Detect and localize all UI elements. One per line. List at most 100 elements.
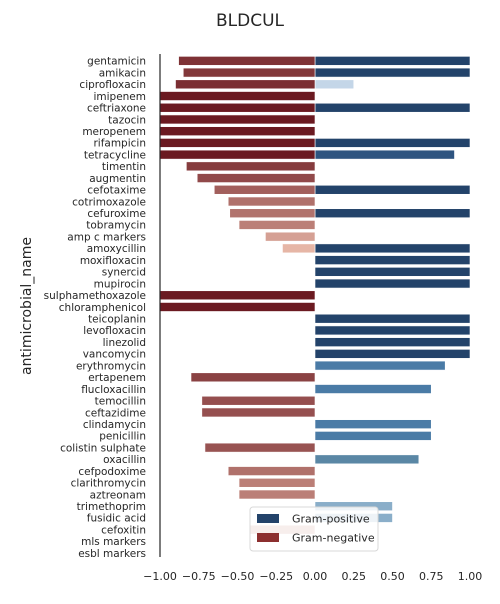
bar-gram-negative-tazocin [159, 114, 316, 125]
y-tick-label-timentin: timentin [102, 161, 146, 173]
y-tick-label-amoxycillin: amoxycillin [87, 243, 146, 255]
y-tick-label-tazocin: tazocin [108, 114, 146, 126]
bar-gram-negative-tetracycline [159, 149, 316, 160]
y-tick-label-temocillin: temocillin [95, 396, 146, 408]
y-tick-label-moxifloxacin: moxifloxacin [80, 255, 146, 267]
bars [159, 56, 471, 535]
y-tick-label-mls-markers: mls markers [81, 536, 146, 548]
bar-gram-negative-imipenem [159, 91, 316, 101]
y-tick-label-tetracycline: tetracycline [84, 149, 146, 161]
bar-gram-positive-ceftriaxone [314, 102, 471, 113]
bar-gram-negative-rifampicin [159, 138, 316, 148]
bar-gram-negative-aztreonam [238, 489, 316, 500]
bar-gram-positive-moxifloxacin [314, 255, 471, 265]
bar-gram-positive-flucloxacillin [314, 384, 432, 394]
y-tick-label-trimethoprim: trimethoprim [77, 501, 146, 513]
y-tick-label-cefotaxime: cefotaxime [87, 185, 146, 197]
y-tick-label-penicillin: penicillin [99, 431, 146, 443]
legend-swatch-gram-positive [257, 514, 279, 523]
y-tick-label-esbl-markers: esbl markers [78, 548, 146, 560]
y-tick-label-ertapenem: ertapenem [88, 372, 146, 384]
bar-gram-positive-clindamycin [314, 419, 432, 429]
y-tick-label-teicoplanin: teicoplanin [88, 314, 146, 326]
x-tick-labels: −1.00 −0.75 −0.50 −0.25 0.00 0.25 0.50 0.75 1.00 [143, 570, 482, 583]
legend-label-gram-negative: Gram-negative [292, 532, 375, 545]
bar-gram-positive-cefotaxime [314, 184, 471, 195]
bar-gram-positive-linezolid [314, 337, 471, 347]
y-tick-label-augmentin: augmentin [89, 173, 146, 185]
y-tick-label-imipenem: imipenem [93, 91, 146, 103]
x-tick-label: 0.00 [303, 570, 328, 583]
bar-gram-negative-amikacin [182, 67, 316, 78]
x-tick-label: −1.00 [143, 570, 177, 583]
bar-gram-positive-tetracycline [314, 149, 455, 160]
x-tick-label: −0.25 [259, 570, 293, 583]
y-tick-label-vancomycin: vancomycin [83, 349, 146, 361]
y-tick-label-levofloxacin: levofloxacin [83, 325, 146, 337]
y-tick-label-chloramphenicol: chloramphenicol [59, 302, 146, 314]
y-tick-label-cefpodoxime: cefpodoxime [78, 466, 146, 478]
bar-gram-positive-ciprofloxacin [314, 79, 355, 90]
bar-gram-negative-meropenem [159, 126, 316, 136]
x-tick-label: −0.50 [221, 570, 255, 583]
bar-gram-positive-amoxycillin [314, 243, 471, 254]
bar-gram-negative-cotrimoxazole [227, 196, 316, 207]
y-tick-label-aztreonam: aztreonam [90, 489, 146, 501]
y-tick-label-gentamicin: gentamicin [87, 56, 146, 68]
y-tick-label-ceftazidime: ceftazidime [85, 407, 146, 419]
y-tick-labels: gentamicinamikacinciprofloxacinimipenemc… [44, 56, 146, 560]
bar-gram-positive-gentamicin [314, 56, 471, 66]
bar-gram-positive-vancomycin [314, 349, 471, 359]
bar-gram-positive-rifampicin [314, 138, 471, 148]
x-tick-label: −0.75 [182, 570, 216, 583]
bar-gram-negative-cefpodoxime [227, 466, 316, 476]
bar-gram-positive-cefuroxime [314, 208, 471, 219]
y-tick-label-cefoxitin: cefoxitin [101, 524, 146, 536]
bar-gram-negative-colistin-sulphate [204, 442, 316, 453]
y-tick-label-tobramycin: tobramycin [86, 220, 146, 232]
bar-gram-positive-oxacillin [314, 454, 420, 465]
bar-gram-positive-amikacin [314, 67, 471, 78]
bar-gram-positive-levofloxacin [314, 325, 471, 336]
bar-gram-negative-amp-c-markers [265, 231, 316, 242]
x-tick-label: 1.00 [458, 570, 483, 583]
y-tick-label-ceftriaxone: ceftriaxone [87, 103, 146, 115]
legend-label-gram-positive: Gram-positive [292, 513, 370, 526]
y-tick-label-meropenem: meropenem [82, 126, 146, 138]
bar-gram-negative-timentin [186, 161, 316, 172]
y-tick-label-mupirocin: mupirocin [94, 278, 146, 290]
bar-gram-negative-amoxycillin [282, 243, 316, 254]
bar-gram-positive-teicoplanin [314, 313, 471, 324]
bar-gram-negative-sulphamethoxazole [159, 290, 316, 301]
chart-title: BLDCUL [216, 11, 285, 31]
y-tick-label-clarithromycin: clarithromycin [71, 478, 146, 490]
y-tick-label-cotrimoxazole: cotrimoxazole [72, 196, 146, 208]
bar-gram-negative-augmentin [196, 173, 316, 183]
bar-gram-negative-clarithromycin [238, 477, 316, 488]
y-tick-label-synercid: synercid [102, 267, 146, 279]
x-tick-label: 0.50 [380, 570, 405, 583]
y-tick-label-clindamycin: clindamycin [83, 419, 146, 431]
x-tick-label: 0.25 [342, 570, 367, 583]
bar-gram-negative-tobramycin [238, 220, 316, 230]
bar-gram-negative-ceftazidime [201, 407, 316, 418]
x-tick-label: 0.75 [419, 570, 444, 583]
legend: Gram-positive Gram-negative [249, 506, 379, 552]
bar-gram-negative-cefotaxime [213, 184, 316, 195]
legend-box [249, 506, 379, 552]
y-tick-label-linezolid: linezolid [103, 337, 146, 349]
y-tick-label-ciprofloxacin: ciprofloxacin [79, 79, 146, 91]
bar-gram-negative-ertapenem [190, 372, 316, 383]
bar-gram-positive-penicillin [314, 431, 432, 441]
y-tick-label-amp-c-markers: amp c markers [67, 231, 146, 243]
bar-gram-negative-ciprofloxacin [175, 79, 316, 90]
bar-gram-negative-temocillin [201, 395, 316, 406]
legend-swatch-gram-negative [257, 533, 279, 542]
bar-gram-positive-mupirocin [314, 278, 471, 289]
y-tick-label-sulphamethoxazole: sulphamethoxazole [44, 290, 146, 302]
y-tick-label-oxacillin: oxacillin [103, 454, 146, 466]
y-tick-label-rifampicin: rifampicin [93, 138, 146, 150]
bar-gram-negative-cefuroxime [229, 208, 316, 219]
bar-gram-positive-synercid [314, 267, 471, 277]
